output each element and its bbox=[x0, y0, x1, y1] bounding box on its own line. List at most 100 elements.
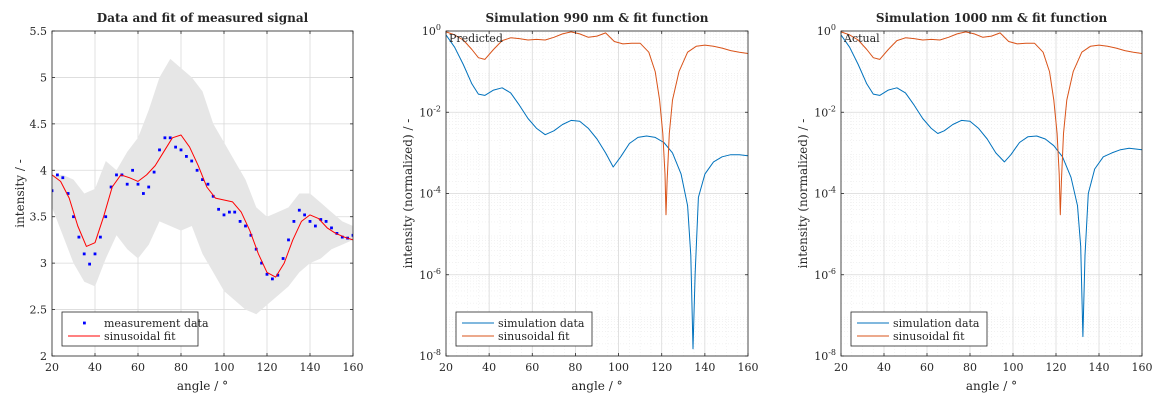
measurement-point bbox=[222, 213, 226, 217]
y-tick-label: 10-6 bbox=[419, 267, 441, 282]
annotation-label: Actual bbox=[843, 32, 880, 45]
measurement-point bbox=[115, 173, 118, 177]
grid bbox=[840, 30, 1143, 357]
x-tick-label: 40 bbox=[877, 361, 891, 374]
legend-label: simulation data bbox=[893, 317, 980, 330]
y-axis-label: intensity / - bbox=[13, 159, 27, 228]
series-measurement-data bbox=[52, 136, 353, 281]
x-tick-label: 120 bbox=[257, 361, 278, 374]
grid bbox=[445, 30, 749, 357]
y-tick-label: 3 bbox=[40, 257, 47, 270]
measurement-point bbox=[233, 210, 237, 214]
x-tick-label: 60 bbox=[920, 361, 934, 374]
measurement-point bbox=[260, 261, 263, 265]
x-tick-label: 80 bbox=[174, 361, 188, 374]
measurement-point bbox=[281, 257, 285, 260]
measurement-point bbox=[287, 238, 290, 242]
measurement-point bbox=[125, 182, 129, 186]
series-sinusoidal-fit bbox=[841, 31, 1142, 216]
measurement-point bbox=[195, 168, 199, 172]
legend-box bbox=[850, 311, 988, 347]
y-tick-label: 4 bbox=[40, 164, 47, 177]
series-sinusoidal-fit bbox=[52, 134, 353, 278]
measurement-point bbox=[142, 192, 145, 195]
x-axis-label: angle / ° bbox=[966, 379, 1017, 393]
measurement-point bbox=[206, 182, 210, 186]
x-tick-label: 20 bbox=[439, 361, 453, 374]
measurement-point bbox=[179, 148, 183, 152]
measurement-point bbox=[211, 194, 215, 198]
measurement-point bbox=[77, 235, 81, 239]
y-axis: 10-8 10-6 10-4 10-2 100 bbox=[419, 23, 748, 363]
measurement-point bbox=[201, 178, 204, 181]
measurement-point bbox=[292, 220, 296, 223]
axes-box bbox=[51, 30, 354, 357]
measurement-point bbox=[244, 224, 247, 228]
chart-title: Simulation 1000 nm & fit function bbox=[876, 11, 1108, 25]
x-tick-label: 100 bbox=[214, 361, 235, 374]
measurement-point bbox=[303, 213, 306, 217]
measurement-point bbox=[99, 235, 102, 239]
measurement-point bbox=[131, 168, 134, 172]
legend-marker bbox=[83, 321, 86, 325]
measurement-point bbox=[308, 220, 312, 223]
measurement-point bbox=[174, 145, 177, 149]
measurement-point bbox=[93, 252, 97, 256]
y-tick-label: 5.5 bbox=[30, 25, 48, 38]
x-axis: 20 40 60 80 100 120 140 160 bbox=[439, 31, 759, 374]
measurement-point bbox=[82, 252, 86, 256]
x-axis: 20 40 60 80 100 120 140 160 bbox=[45, 31, 364, 374]
y-tick-label: 10-4 bbox=[814, 186, 836, 201]
x-axis-label: angle / ° bbox=[571, 379, 622, 393]
legend-box bbox=[455, 311, 593, 347]
chart-1: 20 40 60 80 100 120 140 160 2 2.5 3 3.5 4 4.5 5 5.5 Data… bbox=[13, 11, 364, 393]
y-tick-label: 2 bbox=[40, 350, 47, 363]
measurement-point bbox=[340, 235, 344, 239]
chart-2: 20 40 60 80 100 120 140 160 10-8 10-6 10-4 10-2 100 S… bbox=[401, 11, 759, 393]
x-tick-label: 100 bbox=[608, 361, 629, 374]
measurement-point bbox=[136, 182, 140, 186]
y-tick-label: 100 bbox=[817, 23, 836, 38]
y-axis: 10-8 10-6 10-4 10-2 100 bbox=[814, 23, 1142, 363]
measurement-point bbox=[185, 155, 188, 158]
measurement-point bbox=[238, 220, 242, 223]
x-tick-label: 140 bbox=[300, 361, 321, 374]
x-tick-label: 80 bbox=[963, 361, 977, 374]
measurement-point bbox=[314, 224, 317, 228]
x-tick-label: 120 bbox=[1046, 361, 1067, 374]
x-tick-label: 160 bbox=[738, 361, 759, 374]
legend-label: sinusoidal fit bbox=[893, 330, 965, 343]
x-tick-label: 80 bbox=[568, 361, 582, 374]
measurement-point bbox=[271, 277, 274, 281]
x-tick-label: 20 bbox=[45, 361, 59, 374]
measurement-point bbox=[265, 272, 269, 276]
y-tick-label: 10-8 bbox=[419, 348, 441, 363]
chart-title: Data and fit of measured signal bbox=[97, 11, 309, 25]
measurement-point bbox=[190, 159, 194, 163]
x-tick-label: 140 bbox=[1089, 361, 1110, 374]
measurement-point bbox=[56, 173, 59, 177]
measurement-point bbox=[66, 192, 70, 195]
series-simulation-data bbox=[446, 34, 748, 350]
x-tick-label: 100 bbox=[1003, 361, 1024, 374]
x-tick-label: 60 bbox=[131, 361, 145, 374]
y-tick-label: 2.5 bbox=[30, 304, 48, 317]
y-tick-label: 10-2 bbox=[419, 104, 441, 119]
measurement-point bbox=[228, 210, 231, 214]
x-tick-label: 40 bbox=[482, 361, 496, 374]
y-tick-label: 10-8 bbox=[814, 348, 836, 363]
measurement-point bbox=[163, 136, 167, 140]
measurement-point bbox=[217, 207, 220, 211]
legend-label: measurement data bbox=[104, 317, 209, 330]
measurement-point bbox=[109, 185, 113, 189]
x-axis-label: angle / ° bbox=[177, 379, 228, 393]
y-tick-label: 5 bbox=[40, 71, 47, 84]
y-axis-label: intensity (normalized) / - bbox=[796, 119, 810, 269]
measurement-point bbox=[147, 185, 151, 189]
x-tick-label: 140 bbox=[694, 361, 715, 374]
measurement-point bbox=[52, 189, 54, 193]
measurement-point bbox=[276, 273, 280, 277]
